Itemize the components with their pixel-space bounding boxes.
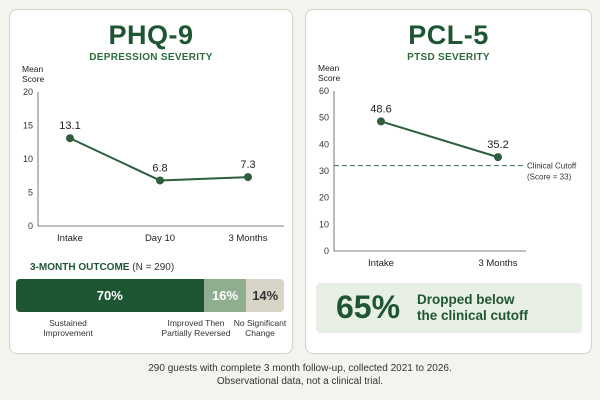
pcl5-cutoff-label-2: (Score = 33) <box>527 173 572 182</box>
outcome-segment-2: 16% <box>203 279 247 312</box>
callout-line2: the clinical cutoff <box>417 308 529 323</box>
phq9-ylabel-1: Score <box>22 74 44 84</box>
phq9-xtick-2: 3 Months <box>228 233 267 244</box>
pcl5-ylabel-0: Mean <box>318 63 340 73</box>
phq9-ytick-3: 15 <box>23 121 33 131</box>
footnote: 290 guests with complete 3 month follow-… <box>0 362 600 388</box>
outcome-segment-label-line: Improvement <box>43 328 93 338</box>
phq9-xtick-1: Day 10 <box>145 233 175 244</box>
pcl5-subtitle: PTSD SEVERITY <box>407 52 490 63</box>
pcl5-point-1 <box>494 153 502 162</box>
phq9-data-label-0: 13.1 <box>59 120 80 132</box>
outcome-segment-label-line: Improved Then <box>167 318 225 328</box>
pcl5-ylabel-1: Score <box>318 73 340 83</box>
phq9-data-label-1: 6.8 <box>152 162 167 174</box>
phq9-title: PHQ-9 <box>108 20 194 50</box>
outcome-title: 3-MONTH OUTCOME (N = 290) <box>30 262 174 273</box>
pcl5-cutoff-label-1: Clinical Cutoff <box>527 162 577 171</box>
footnote-line1: 290 guests with complete 3 month follow-… <box>148 363 452 374</box>
callout-line1: Dropped below <box>417 292 515 307</box>
outcome-title-text: 3-MONTH OUTCOME <box>30 262 130 273</box>
pcl5-ytick-1: 10 <box>319 219 329 229</box>
pcl5-ytick-5: 50 <box>319 113 329 123</box>
outcome-segment-label-2: Improved Then Partially Reversed <box>151 318 241 338</box>
phq9-ytick-4: 20 <box>23 87 33 97</box>
outcome-segment-label-line: Change <box>245 328 275 338</box>
cutoff-callout: 65% Dropped below the clinical cutoff <box>316 283 582 333</box>
outcome-n: (N = 290) <box>132 262 175 273</box>
outcome-segment-label-3: No Significant Change <box>215 318 305 338</box>
pcl5-series-line <box>380 120 499 159</box>
pcl5-ytick-3: 30 <box>319 166 329 176</box>
phq9-ytick-2: 10 <box>23 154 33 164</box>
phq9-point-1 <box>156 176 164 185</box>
pcl5-ytick-2: 20 <box>319 193 329 203</box>
callout-percent: 65% <box>336 289 401 325</box>
phq9-data-label-2: 7.3 <box>240 159 255 171</box>
outcome-segment-label-1: Sustained Improvement <box>23 318 113 338</box>
phq9-ytick-0: 0 <box>28 221 33 231</box>
phq9-ytick-1: 5 <box>28 188 33 198</box>
callout-text: Dropped below the clinical cutoff <box>417 292 577 324</box>
pcl5-xtick-1: 3 Months <box>478 258 517 269</box>
outcome-segment-1: 70% <box>16 279 204 312</box>
outcome-segment-3: 14% <box>246 279 284 312</box>
pcl5-ytick-6: 60 <box>319 86 329 96</box>
pcl5-data-label-0: 48.6 <box>370 103 391 115</box>
phq9-point-0 <box>66 134 74 143</box>
outcome-segment-label-line: Partially Reversed <box>161 328 231 338</box>
pcl5-data-label-1: 35.2 <box>487 139 508 151</box>
pcl5-ytick-4: 40 <box>319 139 329 149</box>
phq9-ylabel-0: Mean <box>22 64 44 74</box>
outcome-segment-label-line: Sustained <box>49 318 87 328</box>
footnote-line2: Observational data, not a clinical trial… <box>216 376 384 387</box>
pcl5-title: PCL-5 <box>408 20 489 50</box>
outcome-segment-label-line: No Significant <box>233 318 287 328</box>
phq9-point-2 <box>244 173 252 182</box>
pcl5-xtick-0: Intake <box>368 258 394 269</box>
outcome-stacked-bar: 70% 16% 14% <box>16 279 284 312</box>
pcl5-ytick-0: 0 <box>324 246 329 256</box>
phq9-subtitle: DEPRESSION SEVERITY <box>89 52 213 63</box>
pcl5-point-0 <box>377 117 385 126</box>
phq9-xtick-0: Intake <box>57 233 83 244</box>
